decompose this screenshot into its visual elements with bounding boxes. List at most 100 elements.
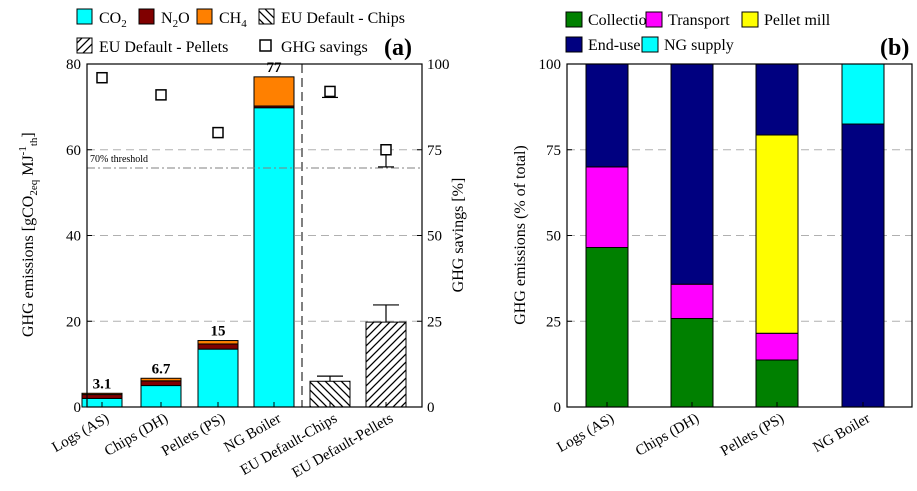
y-tick-label-left: 80 [66,57,81,73]
ghg-savings-marker [155,89,167,101]
y-tick-label-left: 20 [66,314,81,330]
y-tick-label-left: 0 [74,400,82,416]
bar-segment-transport [755,332,799,361]
legend-item-co2: CO2 [76,8,127,30]
panel-label-b: (b) [880,35,909,61]
svg-text:GHG savings: GHG savings [281,39,368,56]
data-label: 6.7 [152,361,171,377]
legend-item-ghg-savings: GHG savings [259,39,368,56]
legend-item-eu-default-chips: EU Default - Chips [258,8,405,27]
y-tick-label-b: 75 [546,143,561,159]
legend-label: End-use [588,37,640,54]
panel-label-a: (a) [384,35,412,61]
gridlines-a [87,149,422,322]
bar-segment-collection [585,247,629,408]
x-tick-label-b: Logs (AS) [555,411,617,456]
data-label: 77 [267,60,283,76]
legend-item-transport: Transport [645,11,730,29]
bar-segment-co2 [197,348,239,408]
ghg-savings-markers [96,71,394,168]
bar-segment-ch4 [81,392,123,396]
legend-swatch [565,11,583,28]
y-tick-label-right: 0 [427,400,435,416]
bar-eu-default [365,321,407,408]
y-tick-label-right: 50 [427,229,442,245]
legend-label: NG supply [664,37,734,54]
x-tick-label-a: Pellets (PS) [159,411,228,460]
y-tick-label-b: 100 [539,57,562,73]
threshold-label: 70% threshold [90,154,148,165]
y-tick-label-right: 75 [427,143,442,159]
y-axis-label-b: GHG emissions (% of total) [512,145,529,325]
y-tick-label-left: 60 [66,143,81,159]
svg-text:CH4: CH4 [219,10,247,30]
x-tick-label-a: Logs (AS) [50,411,112,456]
data-label: 3.1 [93,376,112,392]
legend-item-ch4: CH4 [196,8,247,30]
legend-item-collection: Collection [565,11,655,29]
bar-segment-pellet-mill [755,134,799,334]
svg-text:N2O: N2O [161,10,190,30]
x-tick-label-b: Chips (DH) [633,411,702,460]
bars-a: 3.1 6.7 15 77 [81,60,407,408]
bar-segment-n2o [81,394,123,399]
axes-a: 0 20 40 60 80 0 25 50 75 100 [66,57,450,416]
chart-panel-b: 0 25 50 75 100 Logs (AS) Chips (DH) Pellets (P… [512,11,913,460]
x-tick-labels-a: Logs (AS)Chips (DH)Pellets (PS)NG Boiler… [50,402,397,482]
x-tick-label-a: EU Default-Chips [238,411,340,479]
bar-segment-n2o [140,380,182,387]
svg-text:EU Default - Chips: EU Default - Chips [281,10,405,27]
y-tick-label-left: 40 [66,229,81,245]
bar-segment-end-use [841,123,885,408]
bar-segment-end-use [755,63,799,136]
bars-b [585,63,885,408]
x-tick-label-b: Pellets (PS) [718,411,787,460]
x-tick-label-a: EU Default-Pellets [290,411,397,482]
bar-segment-transport [670,283,714,320]
y-tick-label-b: 50 [546,229,561,245]
bar-segment-ch4 [140,377,182,382]
y-tick-label-b: 25 [546,314,561,330]
legend-a: CO2 N2O CH4 EU Default - Chips EU Defaul… [76,8,405,56]
legend-label: Transport [668,12,730,29]
axes-b: 0 25 50 75 100 [539,57,572,416]
ghg-savings-marker [380,144,392,156]
legend-label: Pellet mill [764,12,831,29]
y-tick-label-right: 25 [427,314,442,330]
bar-segment-end-use [670,63,714,285]
ghg-savings-marker [324,85,336,98]
x-tick-label-a: Chips (DH) [102,411,171,460]
bar-segment-transport [585,166,629,249]
x-tick-labels-b: Logs (AS) Chips (DH) Pellets (PS) NG Boiler [555,402,873,460]
bar-segment-co2 [253,107,295,408]
legend-item-pellet-mill: Pellet mill [741,11,831,29]
bar-segment-ng-supply [841,63,885,125]
bar-segment-ch4 [253,76,295,107]
legend-swatch [641,36,659,53]
y-tick-label-right: 100 [427,57,450,73]
y-tick-label-b: 0 [554,400,562,416]
legend-label: Collection [588,12,655,29]
ghg-savings-marker [96,71,108,84]
x-tick-label-b: NG Boiler [811,411,873,456]
legend-swatch [565,36,583,53]
legend-item-n2o: N2O [138,8,190,30]
legend-b: Collection Transport Pellet mill End-use NG … [565,11,831,54]
ghg-savings-marker [212,126,224,139]
legend-swatch [741,11,759,28]
bar-segment-collection [755,359,799,408]
y-axis-label-right: GHG savings [%] [450,178,467,293]
y-axis-label-left: GHG emissions [gCO2eq MJ-1th] [17,132,40,337]
bar-segment-ch4 [197,340,239,345]
data-label: 15 [211,324,226,340]
bar-segment-end-use [585,63,629,168]
svg-text:CO2: CO2 [99,10,127,30]
bar-segment-collection [670,318,714,408]
legend-swatch [645,11,663,28]
bar-segment-n2o [197,343,239,350]
legend-item-ng-supply: NG supply [641,36,734,54]
svg-text:EU Default - Pellets: EU Default - Pellets [99,39,228,56]
legend-item-eu-default-pellets: EU Default - Pellets [76,37,228,56]
legend-item-end-use: End-use [565,36,640,54]
